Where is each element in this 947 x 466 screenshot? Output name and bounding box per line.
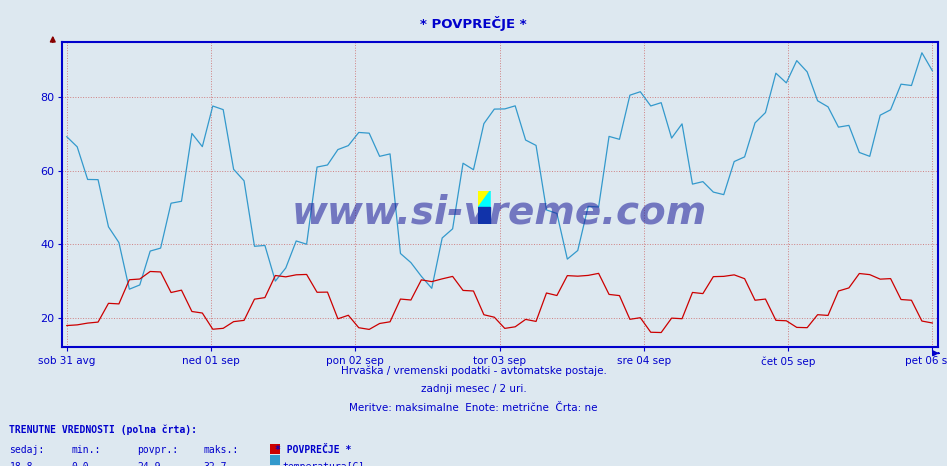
Text: 18,8: 18,8 (9, 462, 33, 466)
Polygon shape (478, 191, 491, 207)
Text: Hrvaška / vremenski podatki - avtomatske postaje.: Hrvaška / vremenski podatki - avtomatske… (341, 366, 606, 377)
Text: www.si-vreme.com: www.si-vreme.com (292, 194, 707, 232)
Text: temperatura[C]: temperatura[C] (282, 462, 365, 466)
Text: 32,7: 32,7 (204, 462, 227, 466)
Polygon shape (478, 191, 491, 207)
Text: zadnji mesec / 2 uri.: zadnji mesec / 2 uri. (420, 384, 527, 394)
Text: * POVPREČJE *: * POVPREČJE * (275, 445, 351, 455)
Text: povpr.:: povpr.: (137, 445, 178, 455)
Text: 24,9: 24,9 (137, 462, 161, 466)
Polygon shape (478, 207, 491, 224)
Text: 0,0: 0,0 (71, 462, 89, 466)
Text: * POVPREČJE *: * POVPREČJE * (420, 16, 527, 31)
Text: sedaj:: sedaj: (9, 445, 45, 455)
Text: TRENUTNE VREDNOSTI (polna črta):: TRENUTNE VREDNOSTI (polna črta): (9, 424, 198, 435)
Text: Meritve: maksimalne  Enote: metrične  Črta: ne: Meritve: maksimalne Enote: metrične Črta… (349, 403, 598, 413)
Text: maks.:: maks.: (204, 445, 239, 455)
Text: min.:: min.: (71, 445, 100, 455)
